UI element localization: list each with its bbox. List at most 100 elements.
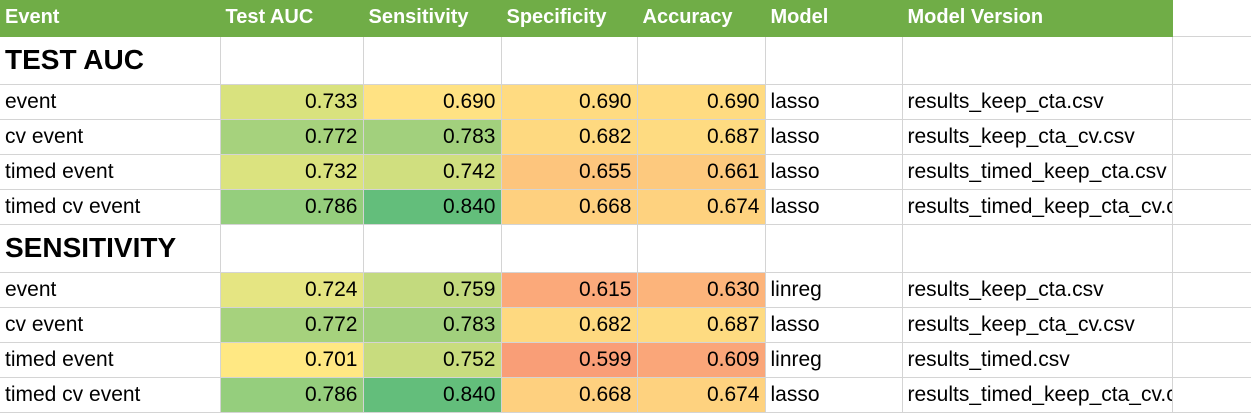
specificity-cell[interactable]: 0.668 bbox=[501, 377, 638, 413]
section-title-row: TEST AUC bbox=[0, 36, 1251, 85]
model-cell[interactable]: linreg bbox=[765, 342, 903, 378]
empty-cell[interactable] bbox=[902, 36, 1173, 85]
table-row: cv event 0.772 0.783 0.682 0.687 lasso results… bbox=[0, 119, 1251, 155]
accuracy-cell[interactable]: 0.687 bbox=[637, 307, 766, 343]
empty-cell[interactable] bbox=[363, 224, 502, 273]
empty-cell[interactable] bbox=[220, 36, 364, 85]
empty-cell[interactable] bbox=[1172, 119, 1251, 155]
model-version-cell[interactable]: results_keep_cta_cv.csv bbox=[902, 307, 1173, 343]
header-cell[interactable]: Event bbox=[0, 0, 221, 37]
test-auc-cell[interactable]: 0.733 bbox=[220, 84, 364, 120]
sensitivity-cell[interactable]: 0.742 bbox=[363, 154, 502, 190]
header-cell[interactable]: Sensitivity bbox=[363, 0, 502, 37]
sensitivity-cell[interactable]: 0.783 bbox=[363, 119, 502, 155]
accuracy-cell[interactable]: 0.687 bbox=[637, 119, 766, 155]
header-cell[interactable]: Test AUC bbox=[220, 0, 364, 37]
event-cell[interactable]: event bbox=[0, 84, 221, 120]
table-row: event 0.724 0.759 0.615 0.630 linreg results_k… bbox=[0, 272, 1251, 308]
table-row: timed cv event 0.786 0.840 0.668 0.674 lasso r… bbox=[0, 189, 1251, 225]
accuracy-cell[interactable]: 0.674 bbox=[637, 189, 766, 225]
header-cell[interactable]: Model bbox=[765, 0, 903, 37]
event-cell[interactable]: timed cv event bbox=[0, 377, 221, 413]
model-version-cell[interactable]: results_timed_keep_cta.csv bbox=[902, 154, 1173, 190]
empty-cell[interactable] bbox=[1172, 0, 1251, 37]
model-version-cell[interactable]: results_keep_cta.csv bbox=[902, 84, 1173, 120]
event-cell[interactable]: event bbox=[0, 272, 221, 308]
accuracy-cell[interactable]: 0.661 bbox=[637, 154, 766, 190]
specificity-cell[interactable]: 0.690 bbox=[501, 84, 638, 120]
model-version-cell[interactable]: results_keep_cta_cv.csv bbox=[902, 119, 1173, 155]
event-cell[interactable]: cv event bbox=[0, 307, 221, 343]
header-cell[interactable]: Specificity bbox=[501, 0, 638, 37]
section-title[interactable]: SENSITIVITY bbox=[0, 224, 221, 273]
test-auc-cell[interactable]: 0.786 bbox=[220, 377, 364, 413]
empty-cell[interactable] bbox=[1172, 377, 1251, 413]
test-auc-cell[interactable]: 0.732 bbox=[220, 154, 364, 190]
header-row: Event Test AUC Sensitivity Specificity A… bbox=[0, 0, 1251, 37]
header-cell[interactable]: Accuracy bbox=[637, 0, 766, 37]
model-cell[interactable]: lasso bbox=[765, 307, 903, 343]
table-row: timed event 0.701 0.752 0.599 0.609 linreg res… bbox=[0, 342, 1251, 378]
sensitivity-cell[interactable]: 0.752 bbox=[363, 342, 502, 378]
table-row: timed event 0.732 0.742 0.655 0.661 lasso resu… bbox=[0, 154, 1251, 190]
empty-cell[interactable] bbox=[1172, 272, 1251, 308]
event-cell[interactable]: timed event bbox=[0, 154, 221, 190]
model-cell[interactable]: lasso bbox=[765, 189, 903, 225]
specificity-cell[interactable]: 0.682 bbox=[501, 119, 638, 155]
model-cell[interactable]: lasso bbox=[765, 377, 903, 413]
sensitivity-cell[interactable]: 0.783 bbox=[363, 307, 502, 343]
test-auc-cell[interactable]: 0.772 bbox=[220, 119, 364, 155]
model-cell[interactable]: linreg bbox=[765, 272, 903, 308]
sensitivity-cell[interactable]: 0.840 bbox=[363, 377, 502, 413]
section-title-row: SENSITIVITY bbox=[0, 224, 1251, 273]
model-version-cell[interactable]: results_timed_keep_cta_cv.csv bbox=[902, 377, 1173, 413]
empty-cell[interactable] bbox=[1172, 307, 1251, 343]
model-cell[interactable]: lasso bbox=[765, 119, 903, 155]
specificity-cell[interactable]: 0.615 bbox=[501, 272, 638, 308]
specificity-cell[interactable]: 0.599 bbox=[501, 342, 638, 378]
sensitivity-cell[interactable]: 0.759 bbox=[363, 272, 502, 308]
empty-cell[interactable] bbox=[1172, 189, 1251, 225]
table-row: timed cv event 0.786 0.840 0.668 0.674 lasso r… bbox=[0, 377, 1251, 413]
section-title[interactable]: TEST AUC bbox=[0, 36, 221, 85]
empty-cell[interactable] bbox=[501, 36, 638, 85]
empty-cell[interactable] bbox=[637, 36, 766, 85]
model-version-cell[interactable]: results_timed_keep_cta_cv.csv bbox=[902, 189, 1173, 225]
header-cell[interactable]: Model Version bbox=[902, 0, 1173, 37]
accuracy-cell[interactable]: 0.674 bbox=[637, 377, 766, 413]
accuracy-cell[interactable]: 0.690 bbox=[637, 84, 766, 120]
model-cell[interactable]: lasso bbox=[765, 154, 903, 190]
test-auc-cell[interactable]: 0.772 bbox=[220, 307, 364, 343]
empty-cell[interactable] bbox=[765, 224, 903, 273]
model-cell[interactable]: lasso bbox=[765, 84, 903, 120]
empty-cell[interactable] bbox=[220, 224, 364, 273]
test-auc-cell[interactable]: 0.786 bbox=[220, 189, 364, 225]
empty-cell[interactable] bbox=[1172, 84, 1251, 120]
empty-cell[interactable] bbox=[637, 224, 766, 273]
table-row: cv event 0.772 0.783 0.682 0.687 lasso results… bbox=[0, 307, 1251, 343]
empty-cell[interactable] bbox=[1172, 342, 1251, 378]
model-version-cell[interactable]: results_keep_cta.csv bbox=[902, 272, 1173, 308]
event-cell[interactable]: cv event bbox=[0, 119, 221, 155]
test-auc-cell[interactable]: 0.701 bbox=[220, 342, 364, 378]
empty-cell[interactable] bbox=[1172, 154, 1251, 190]
empty-cell[interactable] bbox=[1172, 224, 1251, 273]
event-cell[interactable]: timed event bbox=[0, 342, 221, 378]
specificity-cell[interactable]: 0.668 bbox=[501, 189, 638, 225]
specificity-cell[interactable]: 0.655 bbox=[501, 154, 638, 190]
sensitivity-cell[interactable]: 0.840 bbox=[363, 189, 502, 225]
event-cell[interactable]: timed cv event bbox=[0, 189, 221, 225]
empty-cell[interactable] bbox=[363, 36, 502, 85]
empty-cell[interactable] bbox=[501, 224, 638, 273]
accuracy-cell[interactable]: 0.609 bbox=[637, 342, 766, 378]
accuracy-cell[interactable]: 0.630 bbox=[637, 272, 766, 308]
table-row: event 0.733 0.690 0.690 0.690 lasso results_ke… bbox=[0, 84, 1251, 120]
empty-cell[interactable] bbox=[765, 36, 903, 85]
empty-cell[interactable] bbox=[1172, 36, 1251, 85]
test-auc-cell[interactable]: 0.724 bbox=[220, 272, 364, 308]
model-version-cell[interactable]: results_timed.csv bbox=[902, 342, 1173, 378]
sensitivity-cell[interactable]: 0.690 bbox=[363, 84, 502, 120]
specificity-cell[interactable]: 0.682 bbox=[501, 307, 638, 343]
empty-cell[interactable] bbox=[902, 224, 1173, 273]
